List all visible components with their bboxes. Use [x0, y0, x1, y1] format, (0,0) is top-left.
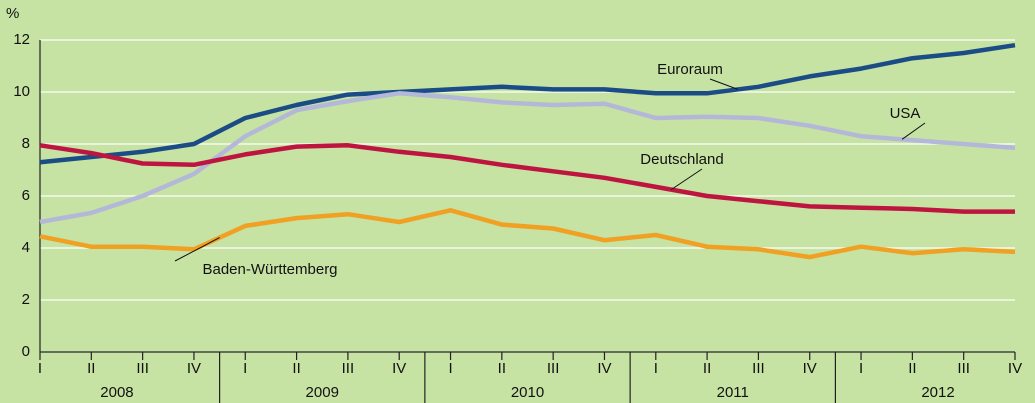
- x-tick-label: II: [292, 360, 300, 377]
- y-tick-label: 10: [13, 83, 30, 100]
- x-tick-label: I: [243, 360, 247, 377]
- x-tick-label: II: [87, 360, 95, 377]
- y-tick-label: 8: [22, 135, 30, 152]
- x-tick-label: IV: [187, 360, 201, 377]
- y-tick-label: 12: [13, 31, 30, 48]
- leader-line: [174, 237, 220, 262]
- x-tick-label: II: [498, 360, 506, 377]
- series-line: [39, 208, 1016, 260]
- series-line: [39, 91, 1016, 225]
- x-tick-label: IV: [597, 360, 611, 377]
- series-label: Baden-Württemberg: [202, 261, 337, 278]
- leader-line: [709, 78, 739, 90]
- y-tick-label: 6: [22, 187, 30, 204]
- y-unit: %: [6, 5, 19, 22]
- series-line: [39, 42, 1016, 165]
- series-label: Euroraum: [657, 61, 723, 78]
- x-tick-label: III: [957, 360, 970, 377]
- series-line: [39, 143, 1015, 214]
- series-label: USA: [890, 105, 921, 122]
- x-tick-label: I: [859, 360, 863, 377]
- x-tick-label: II: [703, 360, 711, 377]
- x-tick-label: I: [38, 360, 42, 377]
- leader-line: [670, 168, 703, 191]
- y-tick-label: 0: [22, 343, 30, 360]
- x-tick-label: III: [547, 360, 560, 377]
- series-label: Deutschland: [640, 151, 723, 168]
- leader-line: [901, 122, 926, 140]
- x-tick-label: I: [448, 360, 452, 377]
- x-tick-label: III: [342, 360, 355, 377]
- x-tick-label: IV: [1008, 360, 1022, 377]
- year-label: 2010: [511, 384, 544, 401]
- y-tick-label: 2: [22, 291, 30, 308]
- x-tick-label: I: [654, 360, 658, 377]
- x-tick-label: III: [752, 360, 765, 377]
- x-tick-label: IV: [803, 360, 817, 377]
- y-tick-label: 4: [22, 239, 30, 256]
- x-tick-label: III: [136, 360, 149, 377]
- x-tick-label: II: [908, 360, 916, 377]
- year-label: 2008: [100, 384, 133, 401]
- year-label: 2011: [717, 384, 749, 401]
- x-tick-label: IV: [392, 360, 406, 377]
- year-label: 2009: [306, 384, 339, 401]
- year-label: 2012: [921, 384, 954, 401]
